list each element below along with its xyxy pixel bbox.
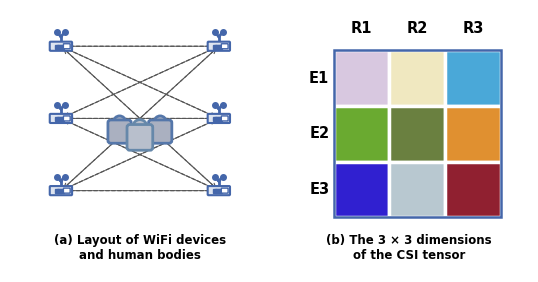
Bar	[334, 106, 390, 162]
Bar	[390, 106, 445, 162]
Text: R2: R2	[407, 21, 428, 36]
FancyBboxPatch shape	[221, 116, 228, 121]
Circle shape	[154, 116, 166, 128]
FancyBboxPatch shape	[208, 114, 230, 123]
FancyBboxPatch shape	[148, 120, 172, 143]
FancyBboxPatch shape	[49, 114, 72, 123]
Text: E1: E1	[309, 71, 329, 86]
Bar	[390, 162, 445, 217]
Bar	[445, 162, 501, 217]
FancyBboxPatch shape	[63, 44, 70, 49]
Bar	[334, 162, 390, 217]
FancyBboxPatch shape	[49, 186, 72, 195]
Text: E2: E2	[309, 126, 329, 141]
FancyBboxPatch shape	[221, 188, 228, 193]
Text: (b) The 3 × 3 dimensions
of the CSI tensor: (b) The 3 × 3 dimensions of the CSI tens…	[326, 234, 492, 262]
Bar	[334, 50, 390, 106]
FancyBboxPatch shape	[63, 188, 70, 193]
FancyBboxPatch shape	[108, 120, 131, 143]
Circle shape	[114, 116, 125, 128]
Circle shape	[133, 120, 147, 133]
FancyBboxPatch shape	[63, 116, 70, 121]
Bar	[334, 50, 501, 217]
Bar	[390, 50, 445, 106]
Bar	[445, 50, 501, 106]
Text: (a) Layout of WiFi devices
and human bodies: (a) Layout of WiFi devices and human bod…	[54, 234, 226, 262]
FancyBboxPatch shape	[208, 42, 230, 51]
Text: R3: R3	[462, 21, 484, 36]
Text: E3: E3	[309, 182, 329, 197]
FancyBboxPatch shape	[127, 125, 153, 150]
FancyBboxPatch shape	[208, 186, 230, 195]
FancyBboxPatch shape	[49, 42, 72, 51]
FancyBboxPatch shape	[221, 44, 228, 49]
Text: R1: R1	[351, 21, 372, 36]
Bar	[445, 106, 501, 162]
